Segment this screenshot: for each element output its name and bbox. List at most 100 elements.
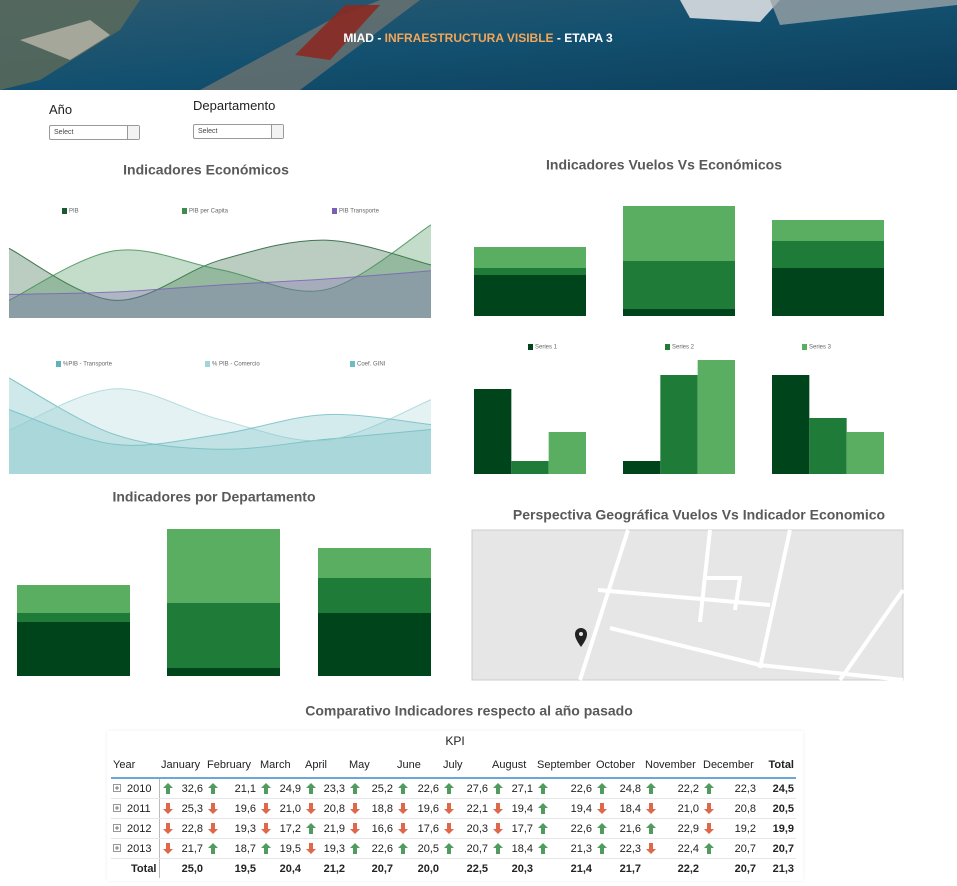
select-arrow[interactable] [127, 126, 139, 139]
chart-title: Indicadores Económicos [123, 162, 289, 178]
year-label: 2013 [127, 842, 152, 855]
legend-swatch [665, 344, 670, 350]
column-total: 20,4 [258, 858, 303, 878]
bar-segment [167, 529, 280, 603]
expand-icon[interactable] [113, 823, 122, 833]
bar [772, 375, 810, 474]
trend-arrow-shape [306, 823, 316, 834]
kpi-value: 23,3 [323, 782, 345, 795]
kpi-cell: 18,4 [594, 798, 643, 819]
trend-arrow-shape [646, 823, 656, 834]
row-total: 24,5 [758, 778, 796, 799]
bar-segment [167, 603, 280, 668]
kpi-value: 18,8 [371, 802, 393, 815]
kpi-value: 20,7 [466, 842, 488, 855]
trend-arrow [306, 803, 316, 814]
trend-arrow-shape [646, 803, 656, 814]
trend-arrow [704, 843, 714, 854]
table-group-header: KPI [445, 734, 465, 748]
kpi-cell: 19,3 [205, 818, 258, 839]
expand-icon[interactable] [113, 803, 122, 813]
year-cell: 2013 [111, 838, 160, 859]
column-header: January [159, 753, 205, 779]
trend-arrow [538, 823, 548, 834]
trend-arrow-shape [704, 803, 714, 814]
kpi-cell: 17,7 [490, 818, 535, 839]
trend-arrow [444, 803, 454, 814]
kpi-value: 20,5 [417, 842, 439, 855]
expand-icon[interactable] [113, 843, 122, 853]
kpi-value: 22,6 [570, 782, 592, 795]
table-row: 2010 32,6 21,1 24,9 23,3 25,2 22,6 27,6 27,1 22,6… [111, 778, 796, 799]
trend-arrow [162, 803, 173, 814]
kpi-value: 22,6 [417, 782, 439, 795]
column-total: 19,5 [205, 858, 258, 878]
kpi-cell: 19,3 [303, 838, 347, 859]
bar-segment [17, 622, 130, 676]
trend-arrow [350, 783, 360, 794]
trend-arrow-shape [261, 803, 271, 814]
bar [846, 432, 884, 474]
kpi-value: 17,7 [511, 822, 533, 835]
trend-arrow [538, 843, 548, 854]
legend-label: PIB Transporte [339, 209, 380, 215]
trend-arrow [261, 803, 271, 814]
table-title: Comparativo Indicadores respecto al año … [305, 703, 633, 719]
bar-segment [318, 578, 431, 613]
kpi-value: 19,3 [234, 822, 256, 835]
kpi-cell: 22,9 [643, 818, 701, 839]
table-row: 2012 22,8 19,3 17,2 21,9 16,6 17,6 20,3 17,7 22,6… [111, 818, 796, 839]
bar [511, 461, 549, 474]
trend-arrow-shape [704, 783, 714, 794]
kpi-value: 22,1 [466, 802, 488, 815]
map-pin[interactable] [575, 628, 587, 647]
legend-label: Series 3 [809, 345, 832, 351]
area [9, 388, 431, 474]
column-total: 21,2 [303, 858, 347, 878]
area [9, 270, 431, 318]
kpi-value: 21,3 [570, 842, 592, 855]
kpi-cell: 17,6 [395, 818, 441, 839]
kpi-value: 19,4 [570, 802, 592, 815]
department-select[interactable]: Select [193, 124, 284, 139]
trend-arrow-shape [261, 843, 271, 854]
kpi-cell: 21,0 [643, 798, 701, 819]
area [9, 377, 431, 474]
trend-arrow-shape [350, 803, 360, 814]
kpi-cell: 27,1 [490, 778, 535, 799]
kpi-cell: 22,6 [395, 778, 441, 799]
column-total: 20,7 [347, 858, 395, 878]
column-header: May [347, 753, 395, 779]
trend-arrow-shape [538, 783, 548, 794]
banner-title-part: - [374, 31, 385, 45]
kpi-cell: 21,0 [258, 798, 303, 819]
kpi-cell: 23,3 [303, 778, 347, 799]
legend-swatch [62, 208, 67, 214]
area-line [8, 377, 432, 450]
year-select[interactable]: Select [49, 125, 140, 140]
trend-arrow-shape [398, 803, 408, 814]
filter-label: Año [49, 102, 73, 117]
select-arrow[interactable] [271, 125, 283, 138]
trend-arrow-shape [493, 803, 503, 814]
trend-arrow-shape [493, 843, 503, 854]
expand-icon[interactable] [113, 783, 122, 793]
trend-arrow-shape [261, 783, 271, 794]
kpi-cell: 18,8 [347, 798, 395, 819]
kpi-value: 27,1 [511, 782, 533, 795]
column-header: November [643, 753, 701, 779]
bar [623, 461, 661, 474]
bar-segment [474, 275, 586, 316]
kpi-value: 21,0 [677, 802, 699, 815]
kpi-cell: 16,6 [347, 818, 395, 839]
kpi-value: 32,6 [181, 782, 203, 795]
trend-arrow [704, 803, 714, 814]
table-row: 2013 21,7 18,7 19,5 19,3 22,6 20,5 20,7 18,4 21,3… [111, 838, 796, 859]
legend-label: Coef. GINI [357, 362, 386, 368]
kpi-value: 22,3 [619, 842, 641, 855]
trend-arrow [597, 783, 607, 794]
trend-arrow [597, 803, 607, 814]
kpi-cell: 20,7 [701, 838, 758, 859]
trend-arrow [261, 823, 271, 834]
